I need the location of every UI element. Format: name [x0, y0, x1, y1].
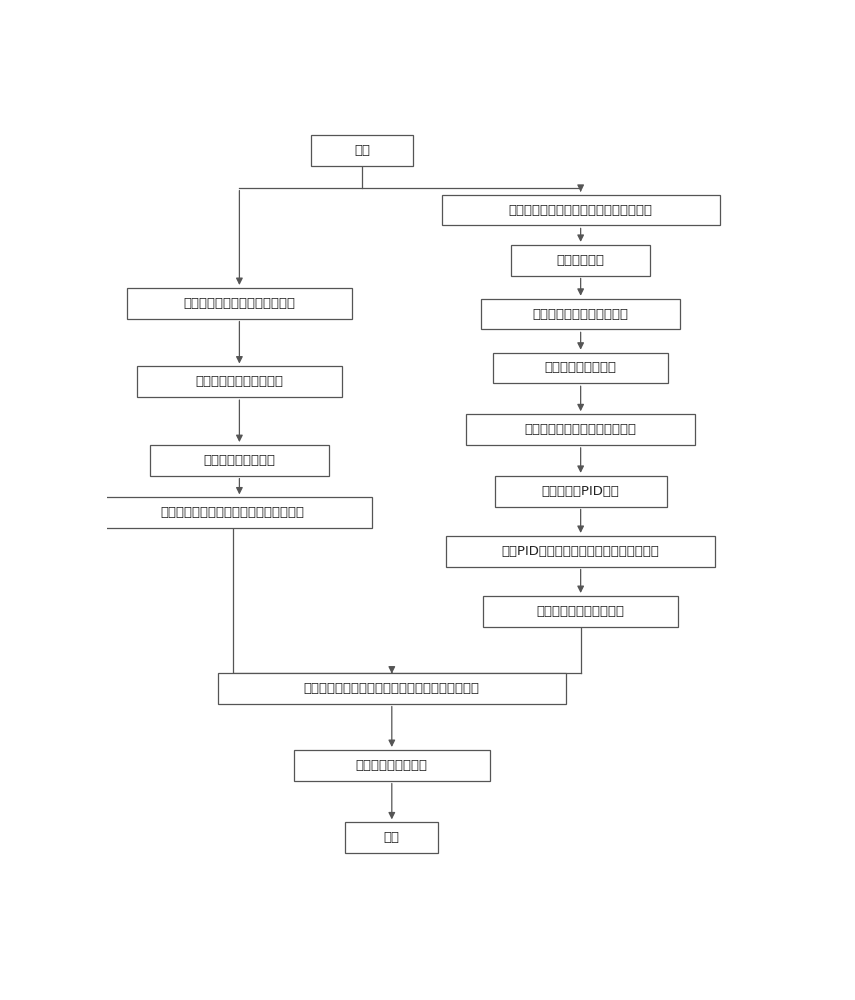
Text: 开始: 开始: [354, 144, 370, 157]
Bar: [310, 135, 413, 166]
Text: 辨识出系统所用模型: 辨识出系统所用模型: [545, 361, 616, 374]
Bar: [441, 195, 720, 225]
Bar: [481, 299, 680, 329]
Bar: [446, 536, 715, 567]
Bar: [466, 414, 695, 445]
Text: 将计算的差值与给煤量的修正值相加反馈给给煤量: 将计算的差值与给煤量的修正值相加反馈给给煤量: [304, 682, 480, 695]
Text: 结束: 结束: [384, 831, 400, 844]
Text: 设定模型阶数: 设定模型阶数: [557, 254, 604, 267]
Bar: [345, 822, 439, 853]
Text: 设定给煤量与流化床温度为输入输出数据: 设定给煤量与流化床温度为输入输出数据: [509, 204, 652, 217]
Bar: [150, 445, 329, 476]
Bar: [218, 673, 566, 704]
Bar: [492, 353, 669, 383]
Text: 通过PID控制方法对现场的煤称量进行控制: 通过PID控制方法对现场的煤称量进行控制: [502, 545, 659, 558]
Text: 通过最小二乘法进行辨识: 通过最小二乘法进行辨识: [196, 375, 283, 388]
Text: 设定给煤量与反馈值为输入输出: 设定给煤量与反馈值为输入输出: [184, 297, 295, 310]
Text: 得到此时的给煤量修正值: 得到此时的给煤量修正值: [537, 605, 625, 618]
Text: 将辨识的常参数与喝煤量的期望值取差值: 将辨识的常参数与喝煤量的期望值取差值: [161, 506, 304, 519]
Bar: [94, 497, 372, 528]
Text: 计算出此时的常参数: 计算出此时的常参数: [203, 454, 275, 467]
Bar: [127, 288, 352, 319]
Bar: [511, 245, 650, 276]
Bar: [494, 476, 667, 507]
Bar: [294, 750, 490, 781]
Bar: [137, 366, 342, 397]
Text: 使系统达到稳定状态: 使系统达到稳定状态: [356, 759, 428, 772]
Bar: [483, 596, 678, 627]
Text: 编写自整定PID程序: 编写自整定PID程序: [542, 485, 620, 498]
Text: 通过测量值与期望值求出误差值: 通过测量值与期望值求出误差值: [525, 423, 637, 436]
Text: 通过最小二乘法求出常参数: 通过最小二乘法求出常参数: [533, 308, 628, 321]
